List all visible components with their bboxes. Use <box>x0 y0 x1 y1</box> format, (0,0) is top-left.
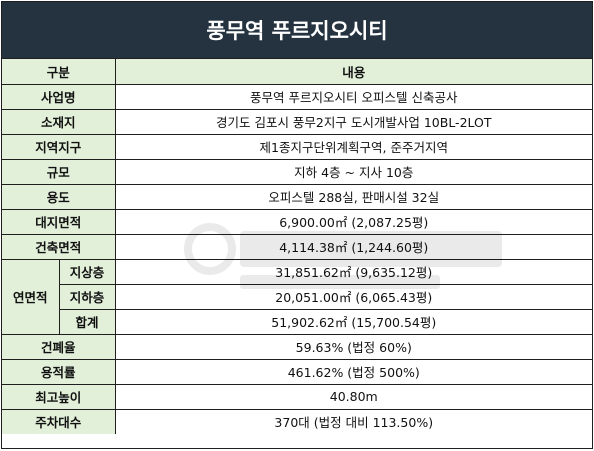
row-label: 건폐율 <box>2 333 116 360</box>
table-row: 지역지구 제1종지구단위계획구역, 준주거지역 <box>2 133 592 160</box>
row-label: 용도 <box>2 183 116 210</box>
row-label: 주차대수 <box>2 408 116 434</box>
row-value: 경기도 김포시 풍무2지구 도시개발사업 10BL-2LOT <box>114 108 592 135</box>
info-table: 구분 내용 사업명 풍무역 푸르지오시티 오피스텔 신축공사 소재지 경기도 김… <box>2 59 592 434</box>
row-value: 59.63% (법정 60%) <box>114 333 592 360</box>
row-label: 최고높이 <box>2 383 116 410</box>
header-row: 구분 내용 <box>2 59 592 85</box>
row-label: 지역지구 <box>2 133 116 160</box>
header-category: 구분 <box>2 59 116 85</box>
row-value: 461.62% (법정 500%) <box>114 358 592 385</box>
row-value: 31,851.62㎡ (9,635.12평) <box>114 258 592 285</box>
table-row: 대지면적 6,900.00㎡ (2,087.25평) <box>2 208 592 235</box>
table-row: 사업명 풍무역 푸르지오시티 오피스텔 신축공사 <box>2 83 592 110</box>
table-row: 소재지 경기도 김포시 풍무2지구 도시개발사업 10BL-2LOT <box>2 108 592 135</box>
row-label: 규모 <box>2 158 116 185</box>
table-row: 건축면적 4,114.38㎡ (1,244.60평) <box>2 233 592 260</box>
table-row: 연면적 지상층 31,851.62㎡ (9,635.12평) <box>2 258 592 335</box>
row-label: 사업명 <box>2 83 116 110</box>
table-row: 합계 51,902.62㎡ (15,700.54평) <box>2 308 592 335</box>
row-value: 6,900.00㎡ (2,087.25평) <box>114 208 592 235</box>
table-row: 최고높이 40.80m <box>2 383 592 410</box>
row-value: 4,114.38㎡ (1,244.60평) <box>114 233 592 260</box>
row-label: 소재지 <box>2 108 116 135</box>
row-value: 제1종지구단위계획구역, 준주거지역 <box>114 133 592 160</box>
table-row: 주차대수 370대 (법정 대비 113.50%) <box>2 408 592 434</box>
table-row: 건폐율 59.63% (법정 60%) <box>2 333 592 360</box>
table-row: 규모 지하 4층 ~ 지사 10층 <box>2 158 592 185</box>
row-label: 대지면적 <box>2 208 116 235</box>
total-area-label: 연면적 <box>2 258 60 335</box>
row-value: 지하 4층 ~ 지사 10층 <box>114 158 592 185</box>
row-value: 오피스텔 288실, 판매시설 32실 <box>114 183 592 210</box>
header-content: 내용 <box>114 59 592 85</box>
sub-row-label: 지상층 <box>58 258 116 285</box>
table-row: 용도 오피스텔 288실, 판매시설 32실 <box>2 183 592 210</box>
row-value: 풍무역 푸르지오시티 오피스텔 신축공사 <box>114 83 592 110</box>
row-value: 20,051.00㎡ (6,065.43평) <box>114 283 592 310</box>
sub-row-label: 지하층 <box>59 283 116 310</box>
table-title: 풍무역 푸르지오시티 <box>2 2 592 59</box>
table-row: 용적률 461.62% (법정 500%) <box>2 358 592 385</box>
row-label: 건축면적 <box>2 233 116 260</box>
row-label: 용적률 <box>2 358 116 385</box>
row-value: 51,902.62㎡ (15,700.54평) <box>114 308 592 335</box>
table-row: 지하층 20,051.00㎡ (6,065.43평) <box>2 283 592 310</box>
row-value: 370대 (법정 대비 113.50%) <box>114 408 592 434</box>
row-value: 40.80m <box>114 383 592 410</box>
sub-row-label: 합계 <box>59 308 116 335</box>
